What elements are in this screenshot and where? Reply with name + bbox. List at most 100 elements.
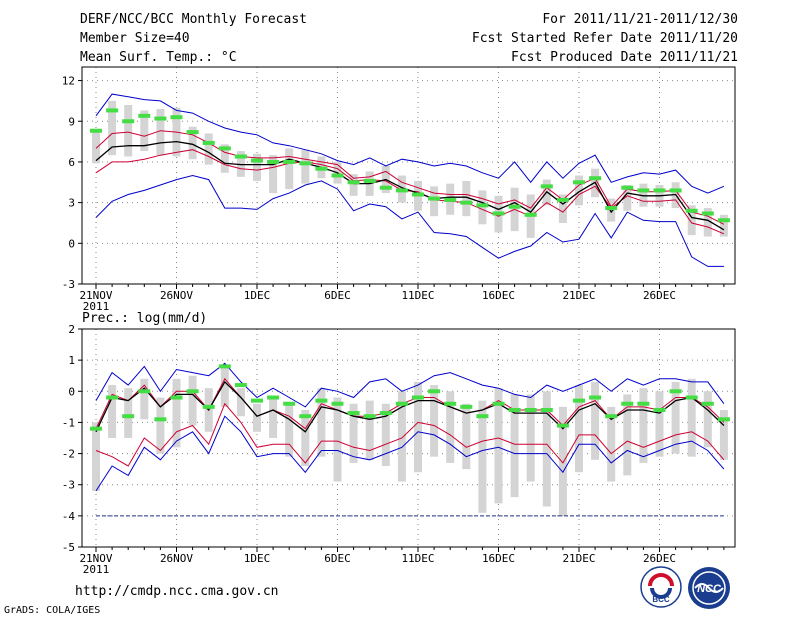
prec-obs-marker (122, 414, 135, 419)
temp-obs-marker (508, 204, 521, 209)
temp-series-lower (95, 130, 725, 225)
temp-bar (140, 110, 149, 152)
prec-ytick-label: 1 (68, 354, 75, 367)
temp-obs-marker (138, 113, 151, 118)
prec-bar (253, 403, 261, 432)
prec-xtick-label: 21NOV (79, 552, 112, 565)
prec-bar (381, 403, 390, 467)
temp-obs-marker (283, 159, 296, 164)
prec-obs-marker (476, 414, 489, 419)
prec-obs-marker (556, 423, 569, 428)
temp-bar (558, 194, 567, 223)
prec-obs-marker (412, 395, 424, 400)
temp-obs-marker (122, 119, 135, 124)
prec-series-upper (95, 377, 725, 430)
temp-obs-marker (556, 197, 569, 202)
prec-bar (575, 385, 583, 473)
temp-obs-marker (428, 196, 441, 201)
prec-ytick-label: 2 (68, 323, 75, 336)
prec-bar (591, 381, 600, 460)
temp-obs-marker (170, 115, 183, 120)
temp-obs-marker (653, 188, 666, 193)
prec-bar (156, 397, 165, 454)
prec-bar (124, 388, 133, 438)
prec-xtick-label: 11DEC (401, 552, 434, 565)
temp-bar (430, 186, 439, 217)
temp-obs-marker (717, 218, 730, 223)
prec-obs-marker (218, 364, 231, 369)
prec-bar (414, 381, 422, 473)
prec-bar (333, 397, 342, 482)
prec-bar (719, 409, 728, 460)
temp-xtick-label: 21NOV (79, 289, 112, 302)
prec-obs-marker (395, 401, 408, 406)
prec-bar (655, 391, 664, 457)
temp-xtick-label: 11DEC (401, 289, 434, 302)
prec-bar (92, 422, 100, 491)
temp-bar (108, 100, 117, 156)
prec-xtick-label: 1DEC (244, 552, 271, 565)
prec-bar (349, 403, 358, 463)
temp-obs-marker (186, 130, 199, 135)
prec-bar (510, 394, 519, 498)
bcc-logo: BCC (640, 566, 682, 608)
temp-obs-marker (267, 159, 280, 164)
prec-series-min (95, 415, 725, 492)
prec-obs-marker (267, 395, 280, 400)
prec-bar (639, 388, 648, 463)
prec-obs-marker (283, 401, 296, 406)
prec-obs-marker (605, 414, 618, 419)
prec-obs-marker (299, 414, 312, 419)
prec-obs-marker (621, 401, 634, 406)
temp-bar (253, 153, 261, 181)
chart-title: DERF/NCC/BCC Monthly Forecast (80, 12, 307, 27)
prec-obs-marker (701, 401, 714, 406)
temp-obs-marker (154, 116, 167, 121)
prec-bar (317, 388, 326, 457)
prec-obs-marker (589, 395, 602, 400)
temp-series-mean (95, 140, 725, 231)
prec-bar (188, 375, 197, 426)
prec-bar (542, 391, 551, 507)
temp-bar (204, 133, 213, 165)
temp-bar (269, 155, 278, 194)
temp-obs-marker (299, 161, 312, 166)
temp-ytick-label: 3 (68, 197, 75, 210)
prec-bar (478, 400, 487, 513)
temp-bar (607, 198, 616, 222)
member-size: Member Size=40 (80, 31, 190, 46)
prec-bar (671, 381, 680, 454)
prec-obs-marker (573, 398, 585, 403)
prec-obs-marker (90, 426, 102, 431)
temp-obs-marker (106, 108, 119, 113)
temp-frame (81, 66, 736, 285)
temp-obs-marker (524, 212, 537, 217)
prec-xtick-label: 21DEC (562, 552, 595, 565)
prec-bar (494, 388, 503, 504)
prec-bar (687, 378, 696, 457)
temp-ytick-label: 0 (68, 237, 75, 250)
temp-obs-marker (331, 173, 344, 178)
prec-series-mean (95, 380, 725, 433)
forecast-produced-date: Fcst Produced Date 2011/11/21 (511, 50, 738, 65)
temp-obs-marker (90, 128, 102, 133)
prec-bar (269, 397, 278, 438)
temp-obs-marker (669, 188, 682, 193)
prec-obs-marker (717, 417, 730, 422)
prec-obs-marker (331, 401, 344, 406)
temp-bar (92, 129, 100, 164)
temp-xtick-label: 26DEC (643, 289, 676, 302)
prec-bar (446, 391, 455, 463)
prec-ytick-label: -3 (62, 479, 75, 492)
temp-obs-marker (589, 176, 602, 181)
temp-bar (478, 190, 487, 225)
source-url[interactable]: http://cmdp.ncc.cma.gov.cn (75, 584, 279, 599)
temp-obs-marker (395, 188, 408, 193)
prec-obs-marker (460, 404, 473, 409)
temp-obs-marker (492, 211, 505, 216)
temp-bar (623, 184, 632, 211)
temp-obs-marker (637, 188, 650, 193)
prec-xtick-label: 26DEC (643, 552, 676, 565)
prec-bar (365, 400, 374, 460)
prec-obs-marker (428, 389, 441, 394)
